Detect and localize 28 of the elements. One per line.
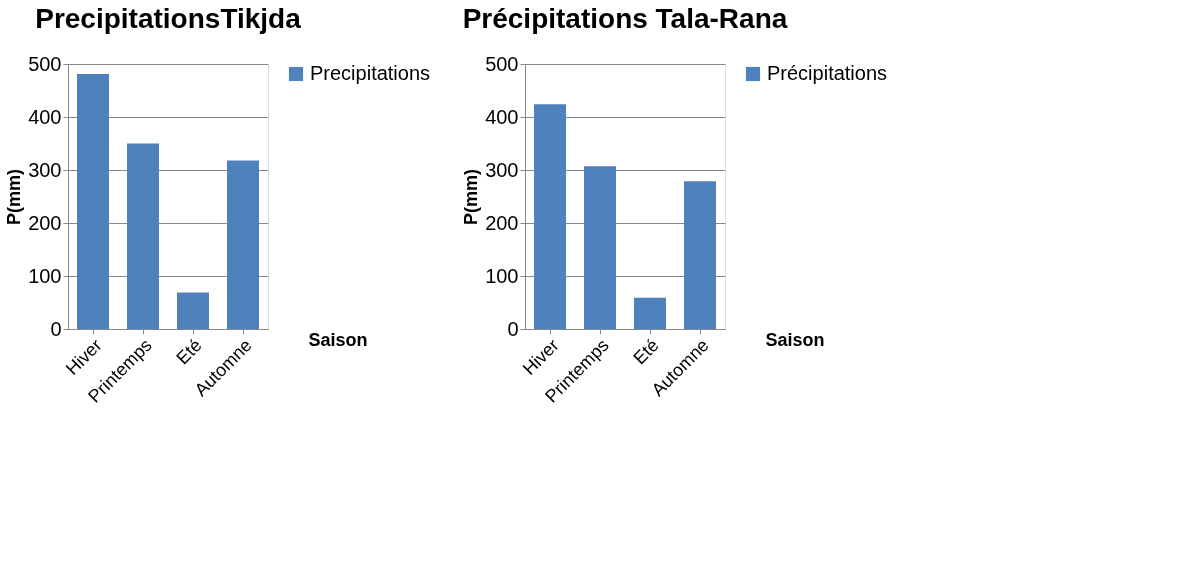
- y-tick-label: 400: [485, 105, 519, 128]
- chart-title: Précipitations Tala-Rana: [462, 3, 788, 34]
- y-tick-label: 300: [485, 158, 519, 181]
- y-tick-label: 400: [28, 105, 62, 128]
- bar: [127, 143, 159, 329]
- chart-title: PrecipitationsTikjda: [35, 3, 302, 34]
- y-tick-label: 100: [485, 264, 519, 287]
- bar: [534, 104, 566, 329]
- y-tick-label: 500: [28, 52, 62, 75]
- y-axis-title: P(mm): [461, 168, 482, 226]
- x-axis-title: Saison: [765, 329, 825, 350]
- y-tick-label: 300: [28, 158, 62, 181]
- y-tick-label: 0: [50, 317, 62, 340]
- y-axis-title: P(mm): [4, 168, 25, 226]
- y-tick-label: 0: [507, 317, 519, 340]
- y-tick-label: 200: [485, 211, 519, 234]
- legend-label: Précipitations: [767, 62, 888, 84]
- y-tick-label: 100: [28, 264, 62, 287]
- bar: [227, 160, 259, 329]
- bar: [77, 74, 109, 329]
- legend-label: Precipitations: [310, 62, 431, 84]
- bar: [177, 292, 209, 329]
- bar: [634, 297, 666, 329]
- bar: [684, 181, 716, 329]
- y-tick-label: 200: [28, 211, 62, 234]
- bar: [584, 166, 616, 329]
- y-tick-label: 500: [485, 52, 519, 75]
- x-axis-title: Saison: [308, 329, 368, 350]
